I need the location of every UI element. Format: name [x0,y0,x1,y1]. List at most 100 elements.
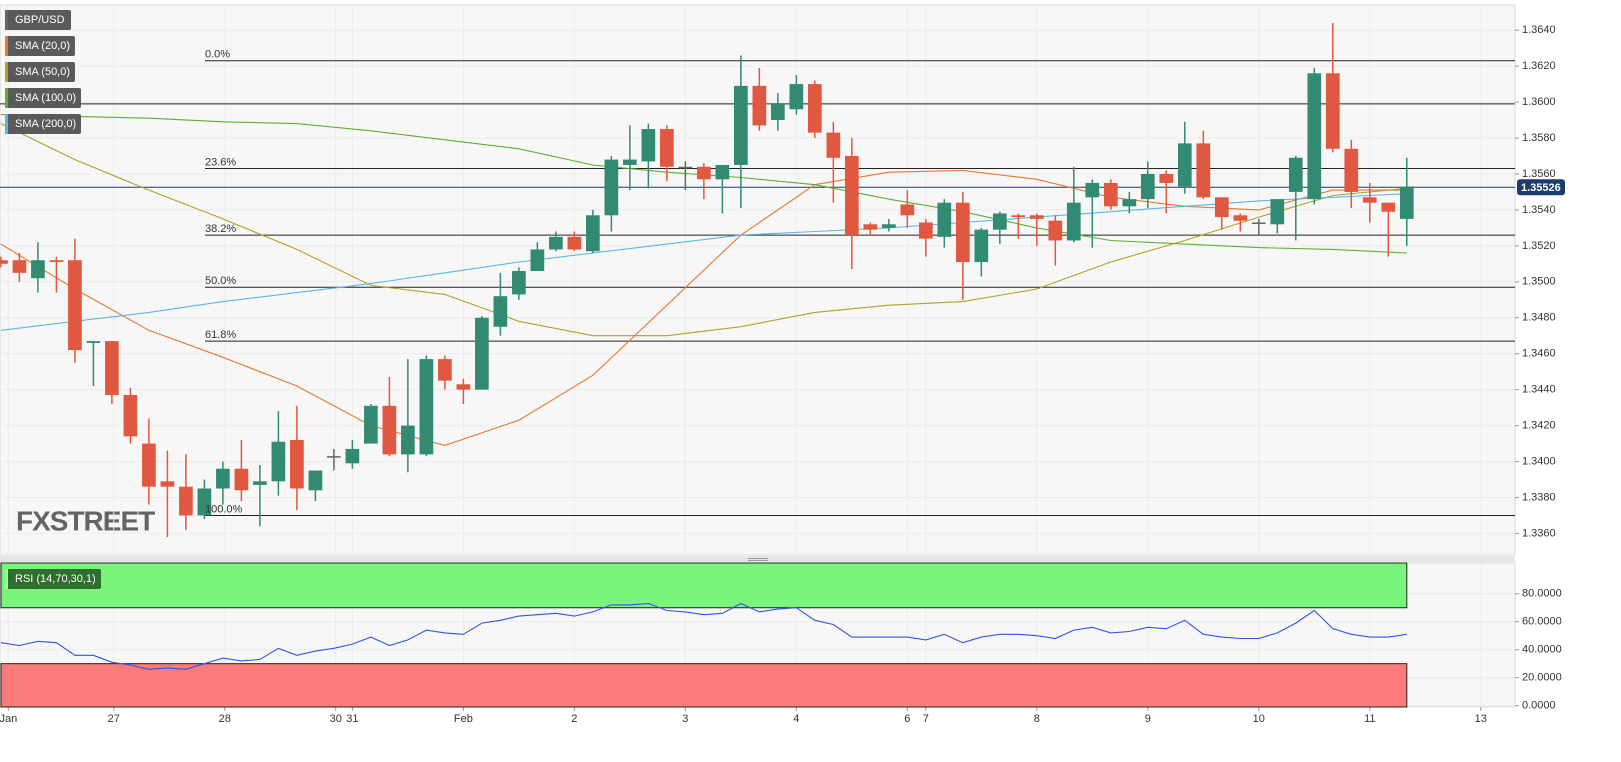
candle-body [752,85,767,126]
legend-box[interactable] [5,62,75,82]
candle-body [1196,143,1211,198]
legend-box[interactable] [5,10,71,30]
candle-body [160,481,175,487]
legend-box[interactable] [5,569,101,589]
candle-body [290,439,304,489]
x-tick-label: 7 [923,713,929,725]
y-tick-label: 1.3600 [1522,96,1556,108]
candle-body [1344,148,1359,192]
candle-body [382,405,397,455]
candle-body [826,132,841,158]
candle-body [1251,222,1266,224]
candle-body [234,468,249,491]
fib-label: 0.0% [205,49,230,61]
candle-body [419,359,434,455]
sma-line [0,169,1407,446]
candle-body [937,202,952,237]
line-layer [0,114,1407,670]
candle-body [771,103,785,121]
y-tick-label: 1.3520 [1522,240,1556,252]
y-tick-label: 1.3620 [1522,60,1556,72]
legend-swatch [5,569,8,589]
y-tick-label: 1.3420 [1522,419,1556,431]
x-tick-label: 13 [1475,713,1487,725]
legend-label: SMA (100,0) [15,92,76,104]
candle-body [1011,215,1026,218]
watermark: FXSTREET [16,505,155,536]
label-layer: 1.3360 1.3380 1.3400 1.3420 1.3440 1.3460 1.34… [0,10,1565,725]
y-tick-label: 80.0000 [1522,588,1562,600]
candle-body [1214,197,1229,218]
candle-body [1381,202,1396,212]
fib-label: 61.8% [205,329,236,341]
x-tick-label: 31 [346,713,358,725]
y-tick-label: 20.0000 [1522,672,1562,684]
fib-label: 38.2% [205,223,236,235]
candle-body [197,488,212,516]
candle-body [1122,199,1137,207]
y-tick-label: 40.0000 [1522,644,1562,656]
candle-body [863,224,878,230]
candle-body [68,260,82,351]
candle-body [31,260,45,279]
y-tick-label: 1.3440 [1522,384,1556,396]
candle-body [789,84,804,110]
y-tick-label: 60.0000 [1522,616,1562,628]
y-tick-label: 1.3360 [1522,527,1556,539]
legend-box[interactable] [5,114,81,134]
candle-body [327,456,341,458]
y-tick-label: 1.3500 [1522,276,1556,288]
candle-body [881,224,896,228]
candle-body [641,129,656,162]
legend-swatch [5,36,8,56]
candle-body [604,159,619,216]
candle-layer [0,22,1414,538]
legend-label: GBP/USD [15,14,65,26]
candle-body [401,425,415,455]
divider-grip[interactable] [748,558,768,561]
legend-swatch [5,114,8,134]
candle-body [1325,73,1340,149]
sma-line [0,123,1407,337]
sma-line [0,193,1407,331]
candle-body [308,470,323,491]
overbought-band [0,562,1408,609]
candle-body [1399,186,1414,219]
candle-body [567,236,582,250]
fib-label: 50.0% [205,275,236,287]
candle-body [49,260,64,263]
candle-body [623,159,637,165]
candle-body [12,260,27,273]
candle-body [807,84,822,133]
x-tick-label: 6 [904,713,910,725]
candle-body [179,486,193,516]
legend-box[interactable] [5,36,75,56]
candle-body [1362,197,1377,203]
candle-body [715,164,730,180]
candle-body [1103,182,1118,207]
candle-body [1029,215,1044,219]
candle-body [142,443,156,487]
x-tick-label: 9 [1145,713,1151,725]
y-tick-label: 0.0000 [1522,700,1556,712]
rsi-line [0,602,1407,670]
candle-body [1233,215,1248,221]
x-tick-label: 2 [571,713,577,725]
candle-body [1066,202,1081,241]
y-tick-label: 1.3480 [1522,312,1556,324]
candle-body [1159,173,1174,183]
x-tick-label: Jan [0,713,17,725]
legend-box[interactable] [5,88,81,108]
candle-body [1177,143,1192,187]
legend-swatch [5,88,8,108]
legend-label: RSI (14,70,30,1) [15,573,96,585]
candle-body [105,341,119,396]
y-tick-label: 1.3640 [1522,24,1556,36]
candle-body [918,222,933,239]
band-layer [0,562,1408,708]
x-tick-label: 8 [1034,713,1040,725]
y-tick-label: 1.3400 [1522,455,1556,467]
fib-label: 23.6% [205,156,236,168]
candle-body [1085,182,1100,198]
legend-label: SMA (50,0) [15,66,70,78]
